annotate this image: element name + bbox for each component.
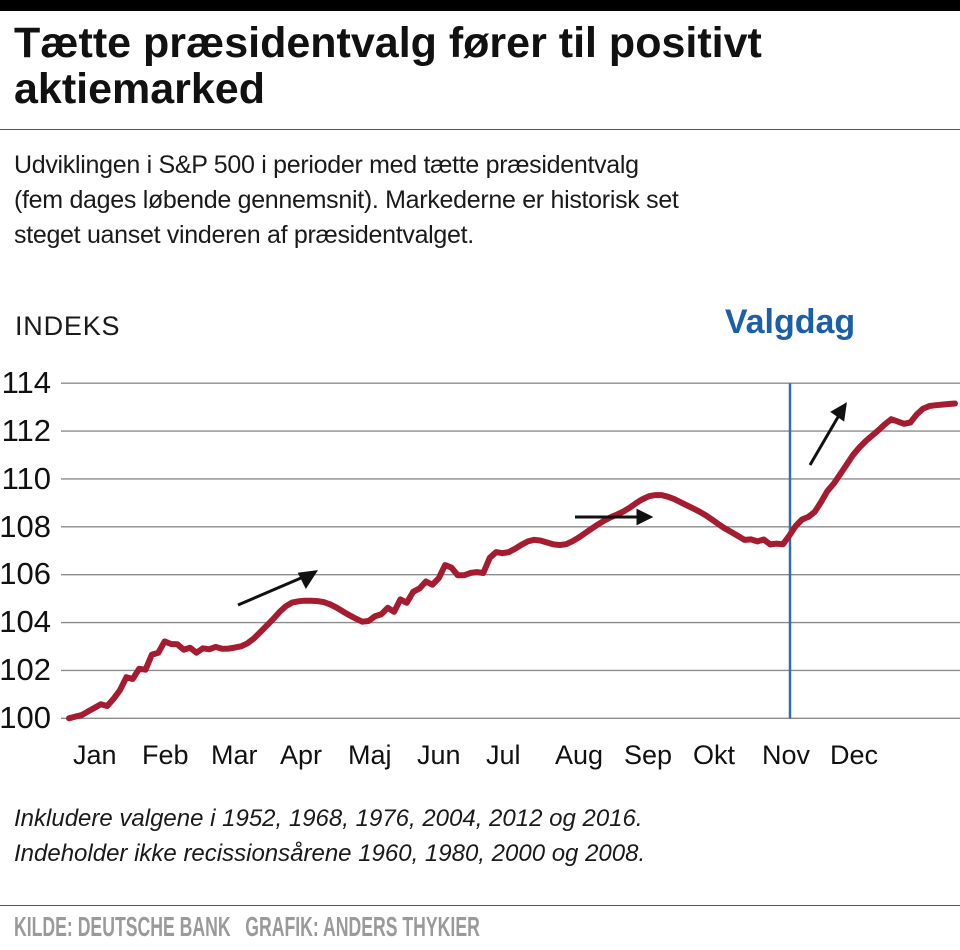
svg-text:Apr: Apr <box>280 740 322 770</box>
svg-text:108: 108 <box>0 509 51 544</box>
svg-text:Jun: Jun <box>417 740 461 770</box>
svg-text:Okt: Okt <box>693 740 736 770</box>
svg-text:Sep: Sep <box>624 740 672 770</box>
svg-text:106: 106 <box>0 556 51 591</box>
svg-text:Jul: Jul <box>486 740 521 770</box>
svg-text:Feb: Feb <box>142 740 189 770</box>
svg-text:100: 100 <box>0 700 51 735</box>
svg-text:Jan: Jan <box>73 740 117 770</box>
svg-text:110: 110 <box>2 461 51 496</box>
svg-text:Nov: Nov <box>762 740 811 770</box>
svg-text:104: 104 <box>0 604 51 639</box>
svg-text:Aug: Aug <box>555 740 603 770</box>
svg-text:Dec: Dec <box>830 740 878 770</box>
svg-text:102: 102 <box>0 652 51 687</box>
svg-text:114: 114 <box>2 365 51 400</box>
svg-text:Maj: Maj <box>348 740 392 770</box>
svg-text:112: 112 <box>2 413 51 448</box>
svg-text:Mar: Mar <box>211 740 258 770</box>
